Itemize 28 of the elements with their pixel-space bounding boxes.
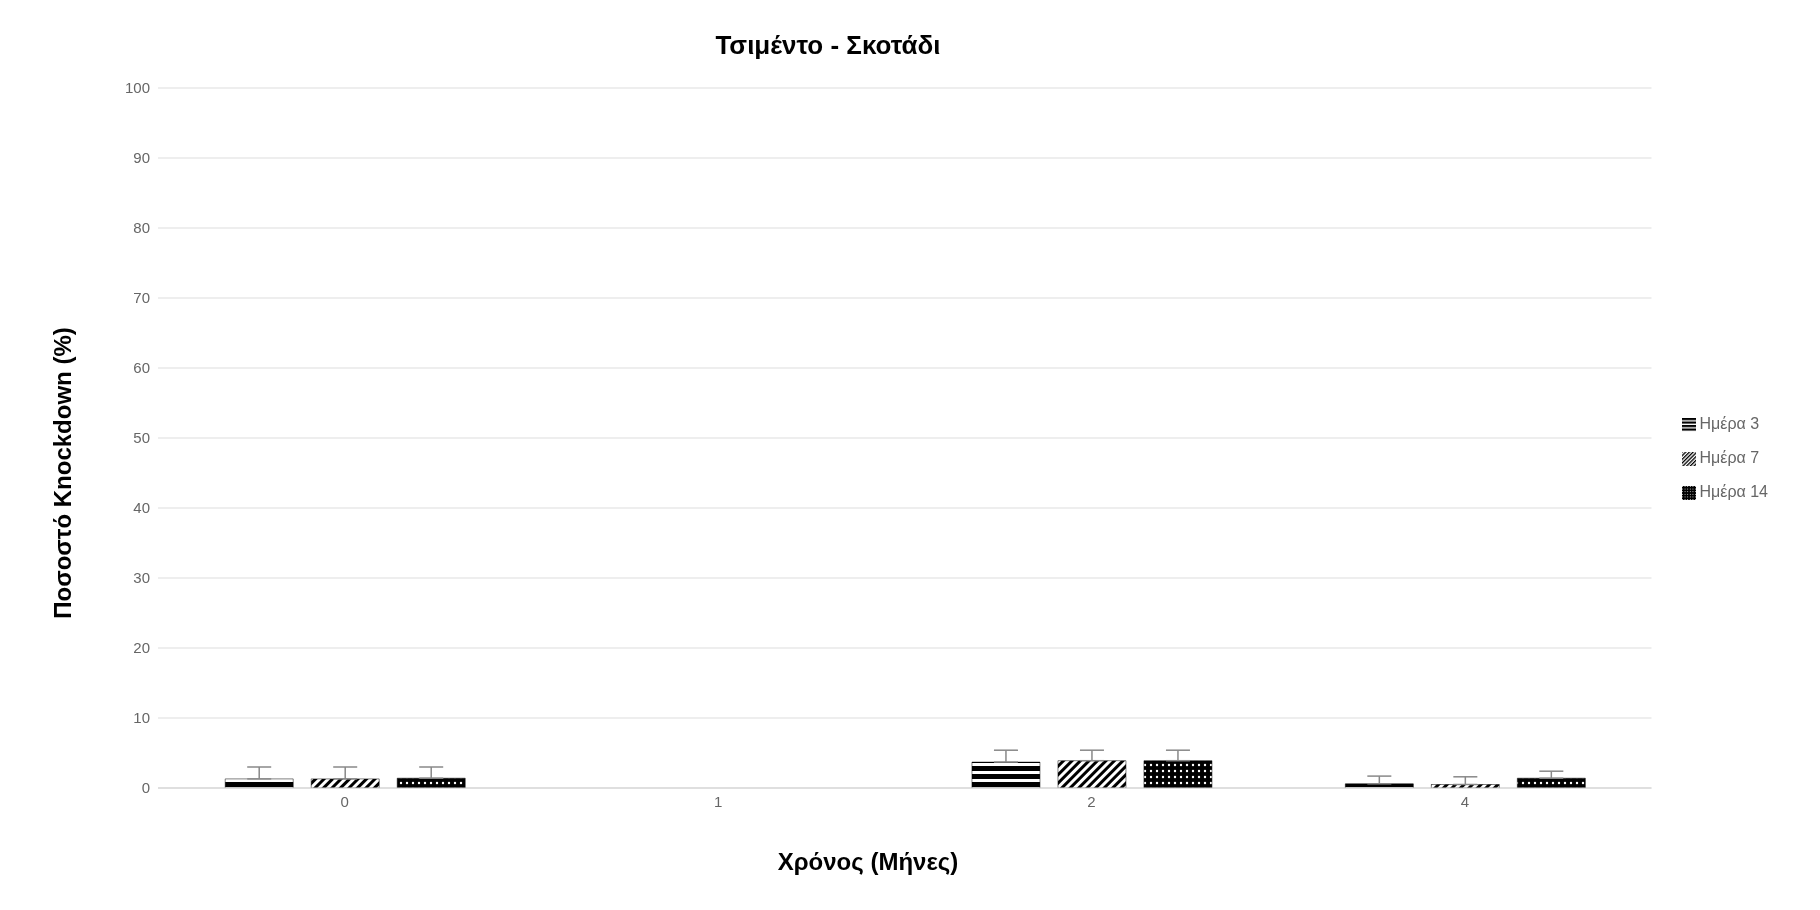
y-tick-label: 70 <box>133 289 150 307</box>
bar <box>310 778 380 788</box>
x-tick-label: 0 <box>340 792 349 810</box>
bar <box>1517 777 1586 788</box>
bar <box>396 777 466 788</box>
bar <box>1057 760 1127 788</box>
legend-label: Ημέρα 14 <box>1699 483 1768 500</box>
y-tick-label: 50 <box>133 429 150 447</box>
x-tick-label: 4 <box>1460 792 1469 810</box>
y-tick-label: 20 <box>133 639 150 657</box>
y-tick-label: 60 <box>133 359 150 377</box>
bar <box>1143 760 1213 788</box>
bar <box>971 761 1041 788</box>
y-tick-label: 40 <box>133 499 150 517</box>
x-tick-label: 2 <box>1087 792 1096 810</box>
y-tick-label: 30 <box>133 569 150 587</box>
y-tick-label: 80 <box>133 219 150 237</box>
x-tick-label: 1 <box>713 792 723 810</box>
y-axis-title: Ποσοστό Knockdown (%) <box>49 327 77 619</box>
y-tick-label: 0 <box>141 779 150 797</box>
bar <box>224 778 294 788</box>
chart-title: Τσιμέντο - Σκοτάδι <box>714 30 942 61</box>
legend-label: Ημέρα 7 <box>1699 449 1760 466</box>
legend-label: Ημέρα 3 <box>1699 415 1760 432</box>
x-axis-title: Χρόνος (Μήνες) <box>776 848 960 876</box>
y-tick-label: 90 <box>133 149 150 167</box>
y-tick-label: 100 <box>124 79 150 97</box>
y-tick-label: 10 <box>133 709 150 727</box>
